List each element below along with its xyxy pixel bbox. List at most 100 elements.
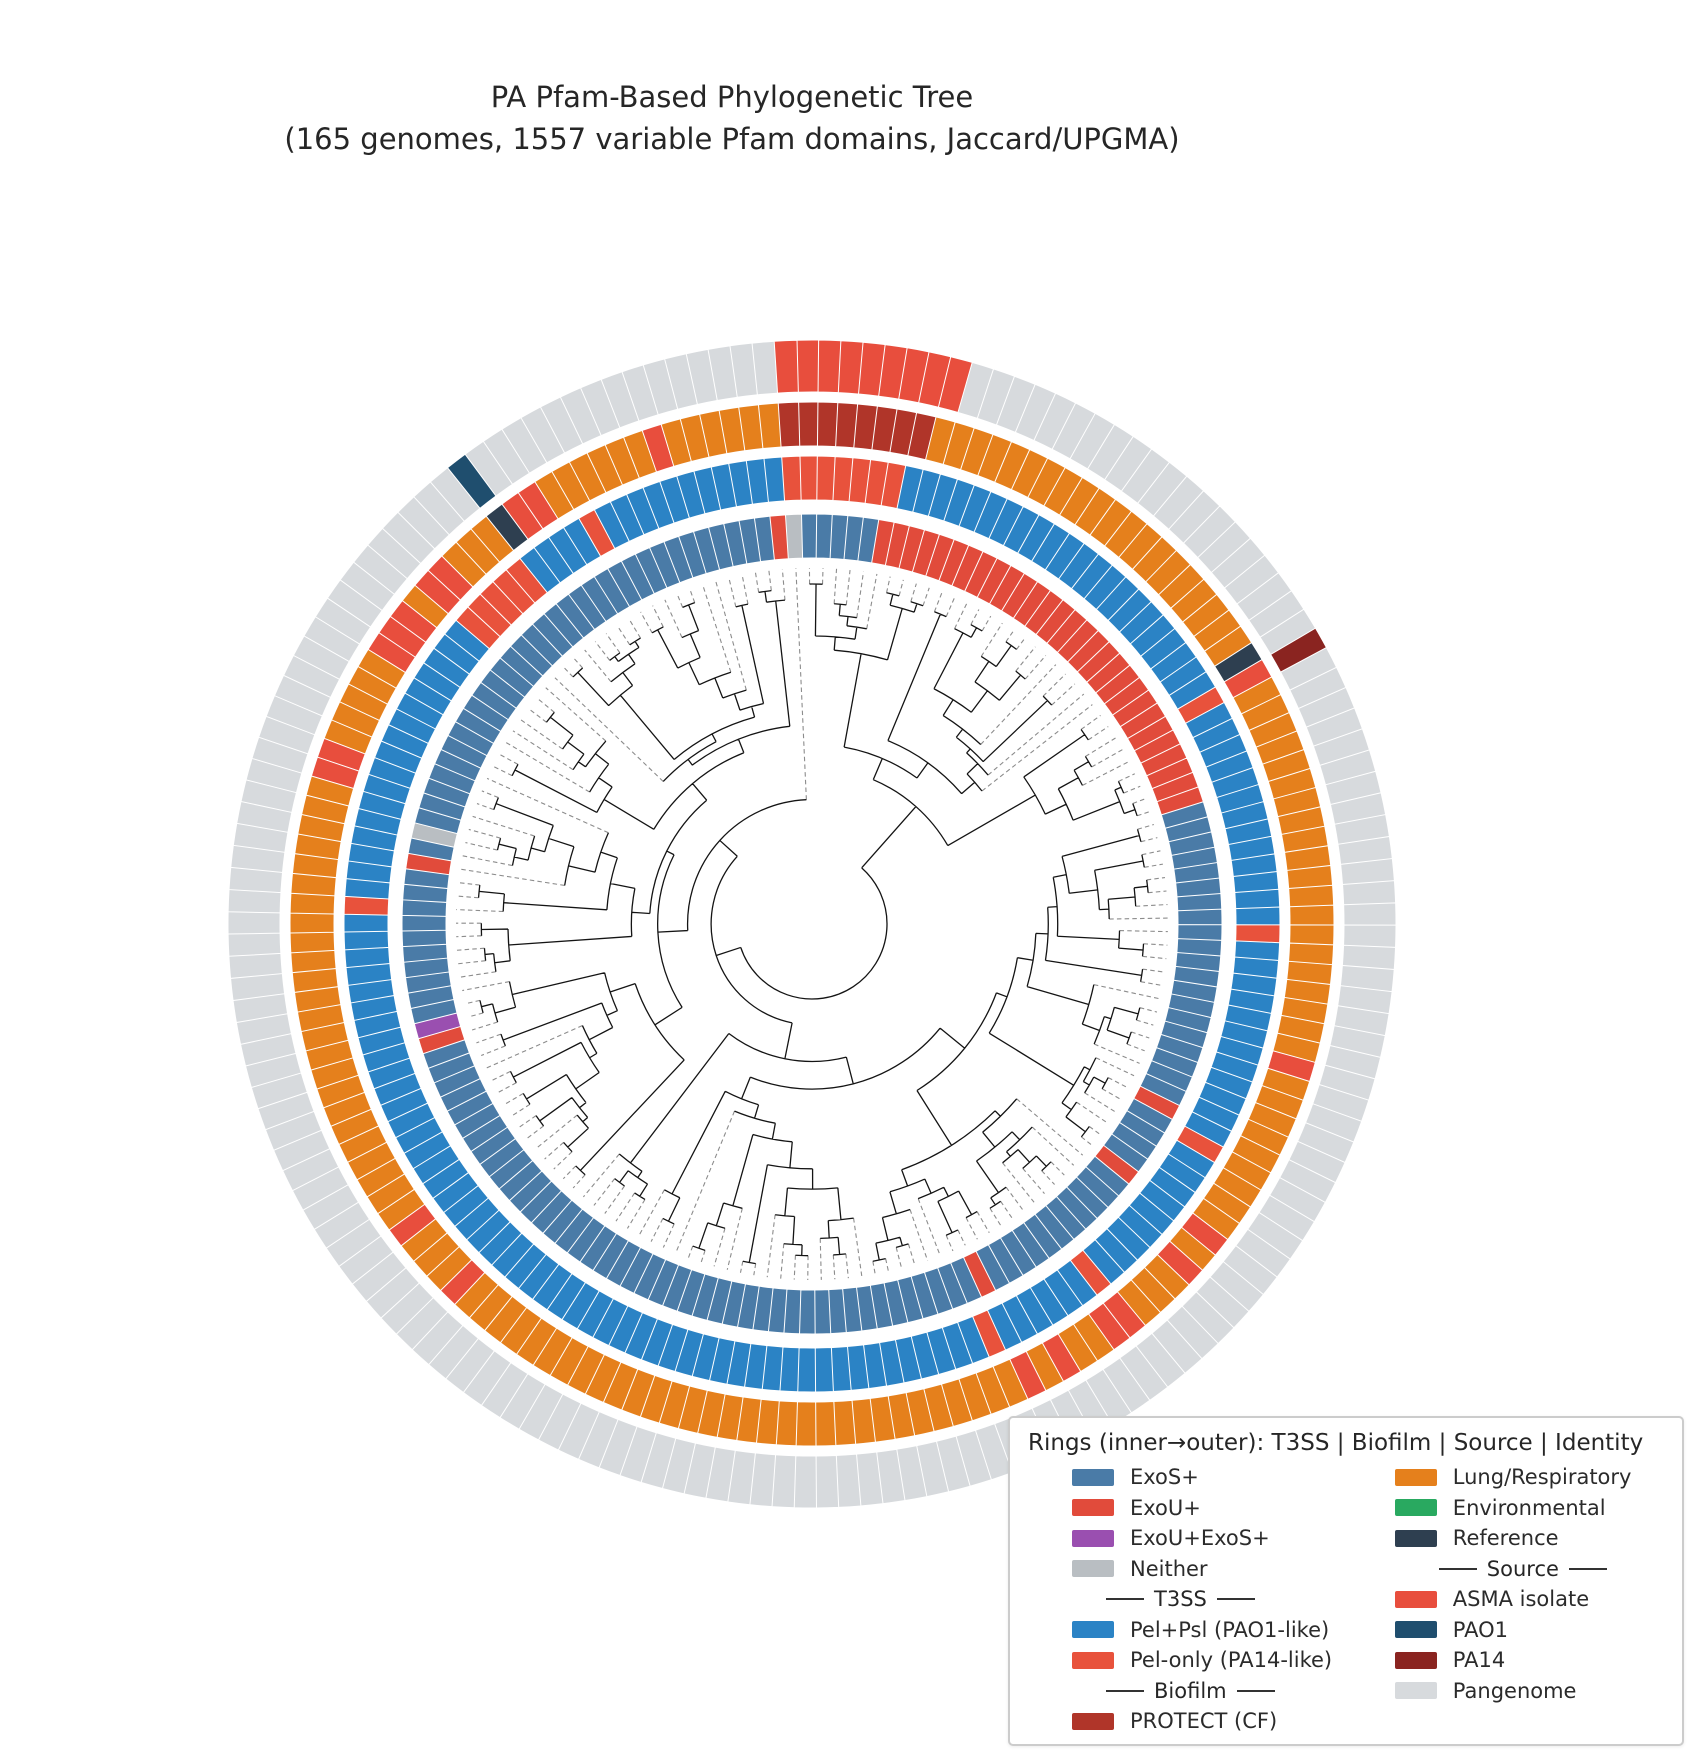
divider-line	[1106, 1598, 1144, 1601]
ring-identity	[227, 339, 1397, 1509]
ring-segment	[784, 513, 804, 560]
ring-segment	[830, 1345, 852, 1393]
legend-item-reference: Reference	[1359, 1523, 1666, 1554]
legend-label: Lung/Respiratory	[1452, 1465, 1632, 1490]
divider-line	[1236, 1689, 1275, 1692]
ring-segment	[1235, 906, 1281, 926]
legend-item-pel-only-pa14-like-: Pel-only (PA14-like)	[1026, 1645, 1359, 1676]
legend-section-divider-source: Source	[1359, 1554, 1666, 1585]
legend-section-divider-biofilm: Biofilm	[1026, 1676, 1359, 1707]
ring-segment	[798, 455, 819, 501]
ring-segment	[816, 401, 839, 448]
legend-label: Neither	[1130, 1556, 1208, 1581]
ring-t3ss	[401, 513, 1223, 1335]
legend-label: ASMA isolate	[1452, 1587, 1590, 1612]
legend-item-exos-: ExoS+	[1026, 1462, 1359, 1493]
legend-item-pa14: PA14	[1359, 1645, 1666, 1676]
divider-label: Biofilm	[1154, 1678, 1227, 1703]
ring-segment	[814, 1347, 834, 1393]
legend-swatch	[1072, 1621, 1114, 1639]
ring-segment	[344, 946, 391, 969]
ring-segment	[827, 1288, 847, 1335]
legend-item-environmental: Environmental	[1359, 1493, 1666, 1524]
ring-segment	[1343, 902, 1397, 927]
divider-line	[1106, 1689, 1144, 1692]
ring-segment	[1177, 908, 1223, 926]
legend-swatch	[1394, 1468, 1437, 1486]
legend-swatch	[1072, 1529, 1114, 1547]
ring-segment	[817, 339, 843, 394]
ring-segment	[781, 455, 802, 502]
legend-label: PA14	[1452, 1648, 1506, 1673]
ring-segment	[773, 339, 799, 394]
ring-segment	[228, 952, 283, 979]
leaf-extension-lines	[455, 568, 1168, 1280]
legend-item-asma-isolate: ASMA isolate	[1359, 1584, 1666, 1615]
ring-segment	[757, 402, 783, 450]
legend-item-pao1: PAO1	[1359, 1615, 1666, 1646]
ring-segment	[798, 1289, 816, 1335]
ring-segment	[227, 932, 282, 957]
legend-title: Rings (inner→outer): T3SS | Biofilm | So…	[1028, 1430, 1644, 1456]
legend-swatch	[1394, 1682, 1437, 1700]
legend-swatch	[1394, 1499, 1437, 1517]
legend-label: Reference	[1452, 1526, 1559, 1551]
ring-segment	[1343, 924, 1397, 949]
legend-columns: ExoS+ ExoU+ ExoU+ExoS+ Neither T3SS Pel+Psl (…	[1026, 1462, 1666, 1737]
legend-label: Pel+Psl (PAO1-like)	[1130, 1617, 1330, 1642]
legend-label: Pangenome	[1452, 1678, 1577, 1703]
ring-segment	[1176, 893, 1223, 912]
legend-swatch	[1072, 1468, 1114, 1486]
ring-segment	[832, 1399, 857, 1447]
legend-swatch	[1394, 1621, 1437, 1639]
ring-segment	[289, 931, 336, 954]
tree-branches	[477, 583, 1149, 1265]
legend: Rings (inner→outer): T3SS | Biofilm | So…	[1008, 1416, 1684, 1746]
ring-segment	[800, 513, 818, 559]
legend-label: PROTECT (CF)	[1130, 1709, 1278, 1734]
legend-label: PAO1	[1452, 1617, 1509, 1642]
ring-segment	[343, 930, 390, 951]
legend-label: ExoS+	[1130, 1465, 1199, 1490]
ring-segment	[815, 1454, 840, 1509]
divider-line	[1568, 1567, 1607, 1570]
ring-segment	[1288, 884, 1335, 908]
legend-item-exou-: ExoU+	[1026, 1493, 1359, 1524]
ring-segment	[1341, 880, 1397, 906]
legend-swatch	[1394, 1529, 1437, 1547]
ring-segment	[796, 1347, 817, 1393]
ring-segment	[343, 913, 389, 933]
legend-label: Pel-only (PA14-like)	[1130, 1648, 1333, 1673]
legend-label: Environmental	[1452, 1495, 1606, 1520]
title-line-1: PA Pfam-Based Phylogenetic Tree	[490, 80, 974, 114]
ring-segment	[777, 401, 801, 448]
dendrogram	[455, 568, 1168, 1280]
legend-swatch	[1394, 1651, 1437, 1669]
ring-segment	[227, 910, 281, 935]
legend-label: ExoU+ExoS+	[1130, 1526, 1270, 1551]
ring-segment	[795, 339, 820, 393]
ring-segment	[290, 949, 337, 974]
legend-item-neither: Neither	[1026, 1554, 1359, 1585]
legend-section-divider-t3ss: T3SS	[1026, 1584, 1359, 1615]
legend-column-right: Lung/Respiratory Environmental Reference So…	[1359, 1462, 1666, 1737]
legend-column-left: ExoS+ ExoU+ ExoU+ExoS+ Neither T3SS Pel+Psl (…	[1026, 1462, 1359, 1737]
divider-line	[1438, 1567, 1477, 1570]
page-title: PA Pfam-Based Phylogenetic Tree (165 gen…	[0, 76, 1464, 160]
ring-biofilm	[343, 455, 1281, 1393]
title-line-2: (165 genomes, 1557 variable Pfam domains…	[284, 122, 1180, 157]
legend-item-pel-psl-pao1-like-: Pel+Psl (PAO1-like)	[1026, 1615, 1359, 1646]
ring-segment	[1234, 888, 1281, 910]
ring-segment	[797, 401, 819, 447]
ring-segment	[1289, 904, 1335, 927]
ring-segment	[835, 1453, 862, 1508]
divider-label: T3SS	[1154, 1587, 1207, 1612]
ring-segment	[793, 1455, 817, 1509]
legend-swatch	[1072, 1651, 1114, 1669]
ring-source	[289, 401, 1335, 1447]
legend-swatch	[1072, 1712, 1114, 1730]
ring-segment	[401, 929, 448, 948]
divider-label: Source	[1486, 1556, 1559, 1581]
